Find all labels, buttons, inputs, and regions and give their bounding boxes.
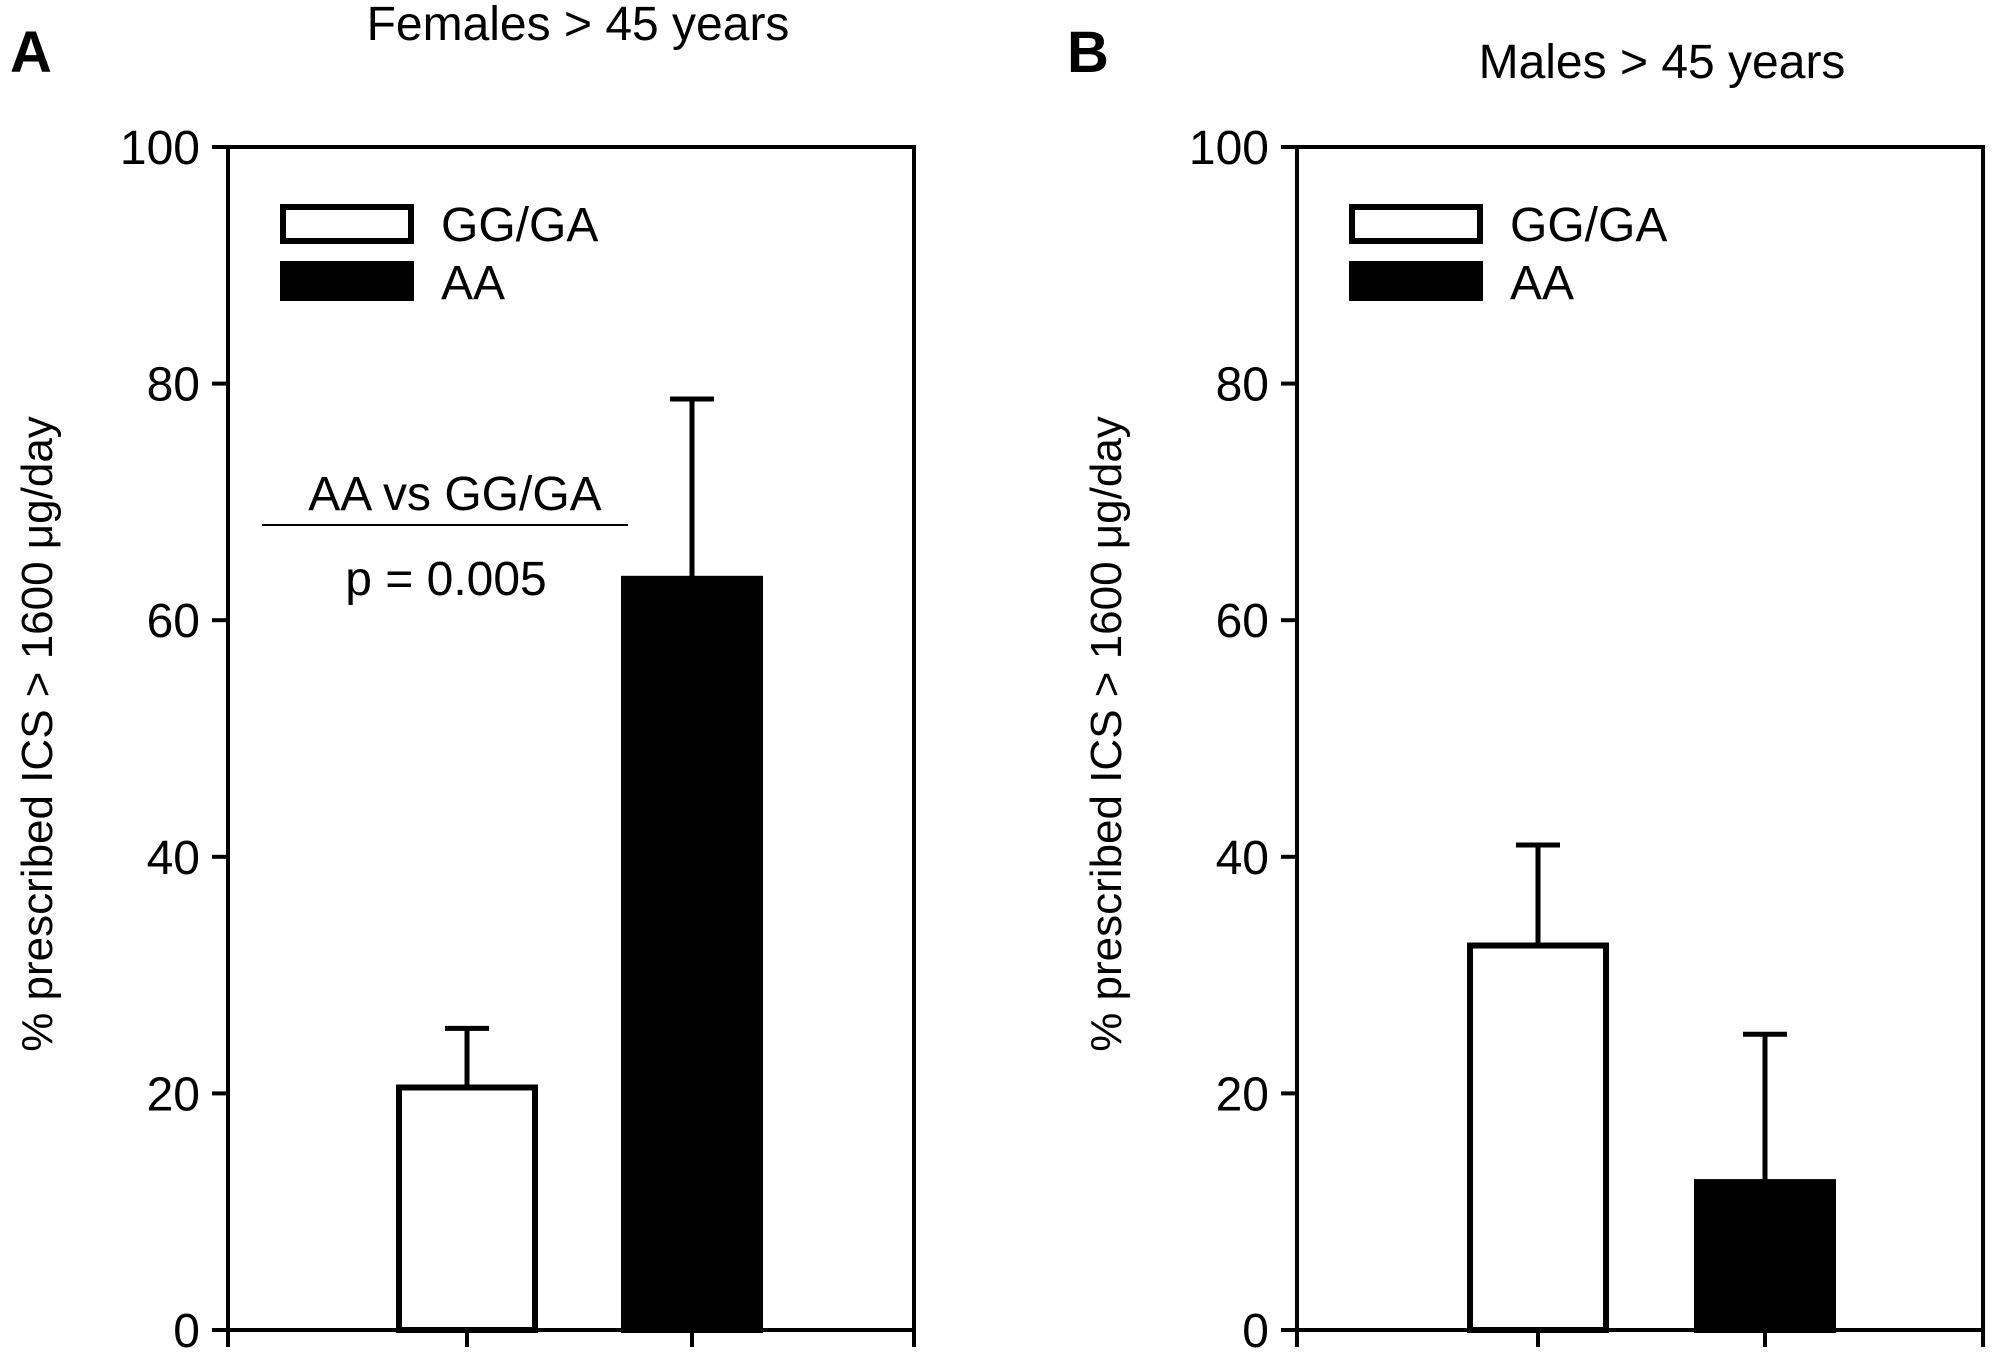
- panel-a-title: Females > 45 years: [367, 0, 790, 51]
- panel-b-bars: [1467, 842, 1836, 1334]
- bar-1: [1694, 1179, 1836, 1333]
- panel-a-y-ticks: 0 20 40 60 80 100: [120, 122, 228, 1355]
- panel-a-x-ticks: [226, 1330, 916, 1347]
- panel-b-plot-area: 0 20 40 60 80 100: [1189, 122, 1985, 1355]
- y-tick-label: 60: [147, 595, 200, 648]
- y-tick-label: 80: [147, 359, 200, 412]
- panel-b: B Males > 45 years % prescribed ICS > 16…: [1067, 20, 1985, 1355]
- panel-a-bars: [396, 396, 763, 1333]
- y-tick-label: 80: [1216, 359, 1269, 412]
- legend-swatch-aa: [1349, 261, 1483, 301]
- y-tick-label: 0: [1242, 1305, 1269, 1355]
- legend-label-gg-ga: GG/GA: [1510, 199, 1667, 252]
- bar-1: [621, 575, 763, 1333]
- y-tick-label: 20: [147, 1068, 200, 1121]
- annotation-p-value: p = 0.005: [345, 553, 547, 606]
- panel-a-significance-annotation: AA vs GG/GA p = 0.005: [262, 468, 628, 606]
- y-tick-label: 40: [1216, 832, 1269, 885]
- y-tick-label: 40: [147, 832, 200, 885]
- panel-a-y-axis-label: % prescribed ICS > 1600 μg/day: [13, 416, 62, 1052]
- panel-b-plot-frame: [1295, 145, 1985, 1332]
- panel-a-legend: GG/GA AA: [280, 199, 598, 310]
- panel-a-letter: A: [10, 20, 52, 85]
- legend-swatch-gg-ga: [280, 204, 414, 244]
- bar-0: [396, 1084, 538, 1333]
- panel-b-letter: B: [1067, 20, 1109, 85]
- legend-label-gg-ga: GG/GA: [441, 199, 598, 252]
- y-tick-label: 100: [1189, 122, 1269, 175]
- y-tick-label: 20: [1216, 1068, 1269, 1121]
- panel-b-title: Males > 45 years: [1479, 36, 1846, 89]
- legend-label-aa: AA: [441, 257, 505, 310]
- panel-b-legend: GG/GA AA: [1349, 199, 1667, 310]
- panel-a: A Females > 45 years % prescribed ICS > …: [10, 0, 916, 1355]
- panel-a-plot-frame: [226, 145, 916, 1332]
- panel-b-y-ticks: 0 20 40 60 80 100: [1189, 122, 1297, 1355]
- legend-label-aa: AA: [1510, 257, 1574, 310]
- legend-swatch-aa: [280, 261, 414, 301]
- panel-a-plot-area: 0 20 40 60 80 100: [120, 122, 916, 1355]
- legend-swatch-gg-ga: [1349, 204, 1483, 244]
- y-tick-label: 100: [120, 122, 200, 175]
- panel-b-y-axis-label: % prescribed ICS > 1600 μg/day: [1082, 416, 1131, 1052]
- y-tick-label: 0: [173, 1305, 200, 1355]
- y-tick-label: 60: [1216, 595, 1269, 648]
- annotation-comparison: AA vs GG/GA: [308, 468, 601, 521]
- bar-0: [1467, 942, 1609, 1334]
- panel-b-x-ticks: [1295, 1330, 1985, 1347]
